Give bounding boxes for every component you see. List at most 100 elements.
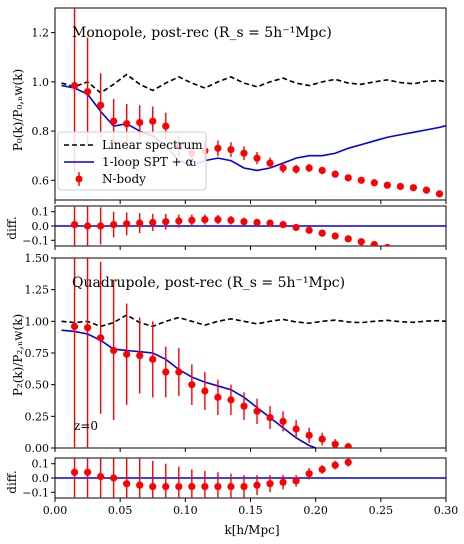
quadrupole-nbody-point [305, 431, 313, 439]
monopole-diff-point [175, 217, 183, 225]
monopole-nbody-point [370, 179, 378, 187]
monopole-diff-point [123, 220, 131, 228]
monopole-diff-point [214, 215, 222, 224]
quadrupole-diff-plot-area [55, 458, 446, 498]
quadrupole-diff-ytick-label: 0.1 [32, 458, 50, 471]
legend-box [57, 131, 207, 191]
quadrupole-diff-ytick-label: −0.1 [22, 486, 49, 499]
monopole-main-ytick-label: 1.0 [32, 76, 50, 89]
quadrupole-nbody-point [240, 402, 248, 410]
monopole-linear-line [61, 73, 446, 94]
quadrupole-diff-point [175, 482, 183, 491]
quadrupole-nbody-point [110, 346, 118, 355]
quadrupole-nbody-point [201, 387, 209, 395]
quadrupole-nbody-point [123, 350, 131, 358]
quadrupole-nbody-point [149, 355, 157, 363]
monopole-diff-point [423, 248, 430, 255]
quadrupole-main-ytick-label: 0.00 [25, 442, 50, 455]
monopole-diff-point [410, 247, 417, 254]
monopole-main-ytick-label: 0.6 [32, 174, 50, 187]
monopole-nbody-point [136, 118, 144, 127]
monopole-nbody-point [162, 122, 170, 130]
monopole-diff-point [305, 226, 313, 234]
monopole-nbody-point [383, 181, 391, 189]
quadrupole-main-panel: 0.00 0.25 0.50 0.75 1.00 1.25 1.50 [25, 252, 447, 455]
monopole-diff-point [436, 250, 443, 257]
monopole-nbody-point [344, 174, 352, 182]
quadrupole-nbody-point [292, 425, 300, 433]
monopole-diff-point [279, 220, 287, 229]
monopole-nbody-point [253, 154, 261, 162]
monopole-diff-plot-area [55, 206, 446, 257]
quadrupole-title: Quadrupole, post-rec (R_s = 5h⁻¹Mpc) [72, 275, 345, 291]
monopole-y-axis-label: P₀(k)/P₀,ₙw(k) [11, 69, 25, 151]
quadrupole-diff-point [266, 480, 274, 488]
monopole-diff-point [201, 215, 209, 224]
quadrupole-diff-point [253, 481, 261, 489]
quadrupole-diff-xtick-label: 0.05 [108, 504, 133, 517]
quadrupole-nbody-point [279, 417, 287, 425]
quadrupole-diff-point [123, 480, 131, 488]
quadrupole-diff-ytick-label: 0.0 [32, 472, 50, 485]
quadrupole-nbody-point [331, 440, 339, 448]
monopole-diff-point [370, 240, 378, 246]
quadrupole-nbody-point [83, 324, 92, 332]
monopole-diff-point [240, 218, 248, 226]
monopole-diff-point [331, 232, 339, 240]
monopole-nbody-point [396, 182, 404, 191]
monopole-diff-point [398, 245, 403, 246]
monopole-diff-point [136, 219, 144, 227]
quadrupole-nbody-point [162, 368, 170, 376]
quadrupole-nbody-point [266, 414, 274, 422]
monopole-diff-point [253, 218, 261, 227]
monopole-main-ytick-label: 0.8 [32, 125, 50, 138]
monopole-diff-point [357, 238, 365, 246]
quadrupole-diff-xtick-label: 0.30 [434, 504, 459, 517]
quadrupole-main-ytick-label: 1.00 [25, 315, 50, 328]
monopole-diff-panel: 0.10.0−0.1 [22, 205, 447, 257]
monopole-diff-point [344, 235, 352, 243]
monopole-nbody-point [214, 144, 222, 152]
quadrupole-linear-line [61, 314, 446, 328]
monopole-diff-point [162, 218, 170, 226]
monopole-nbody-point [409, 184, 418, 192]
quadrupole-diff-xtick-label: 0.15 [238, 504, 263, 517]
quadrupole-diff-point [318, 465, 326, 474]
quadrupole-diff-point [83, 468, 92, 476]
quadrupole-diff-point [227, 482, 235, 491]
quadrupole-diff-xtick-label: 0.25 [369, 504, 394, 517]
monopole-nbody-point [318, 166, 326, 175]
monopole-main-panel: 0.6 0.8 1.0 1.2 [32, 7, 447, 204]
monopole-main-ytick-label: 1.2 [32, 27, 50, 40]
quadrupole-nbody-point [136, 351, 144, 360]
quadrupole-main-ytick-label: 0.75 [25, 347, 50, 360]
monopole-diff-point [83, 222, 92, 230]
quadrupole-diff-point [305, 470, 313, 478]
quadrupole-nbody-point [318, 435, 326, 443]
quadrupole-diff-point [70, 468, 79, 476]
monopole-nbody-point [123, 120, 131, 128]
quadrupole-spt-line [61, 329, 316, 448]
monopole-diff-point [97, 222, 105, 230]
monopole-nbody-point [97, 101, 105, 109]
quadrupole-nbody-point [97, 334, 105, 342]
quadrupole-nbody-point [344, 443, 352, 448]
monopole-diff-point [292, 223, 300, 232]
monopole-nbody-point [331, 170, 339, 178]
quadrupole-diff-point [97, 472, 105, 481]
monopole-nbody-point [240, 149, 248, 157]
monopole-nbody-point [357, 176, 365, 184]
x-axis-label: k[h/Mpc] [224, 523, 279, 537]
quadrupole-diff-point [149, 482, 157, 491]
quadrupole-diff-point [214, 482, 222, 491]
monopole-nbody-point [70, 81, 79, 90]
quadrupole-diff-point [136, 481, 144, 489]
monopole-diff-point [318, 229, 326, 237]
monopole-diff-point [188, 216, 196, 224]
monopole-nbody-point [292, 165, 300, 173]
monopole-diff-point [149, 218, 157, 227]
monopole-nbody-point [279, 164, 287, 172]
quadrupole-main-ytick-label: 1.25 [25, 284, 50, 297]
quadrupole-diff-point [344, 458, 352, 466]
